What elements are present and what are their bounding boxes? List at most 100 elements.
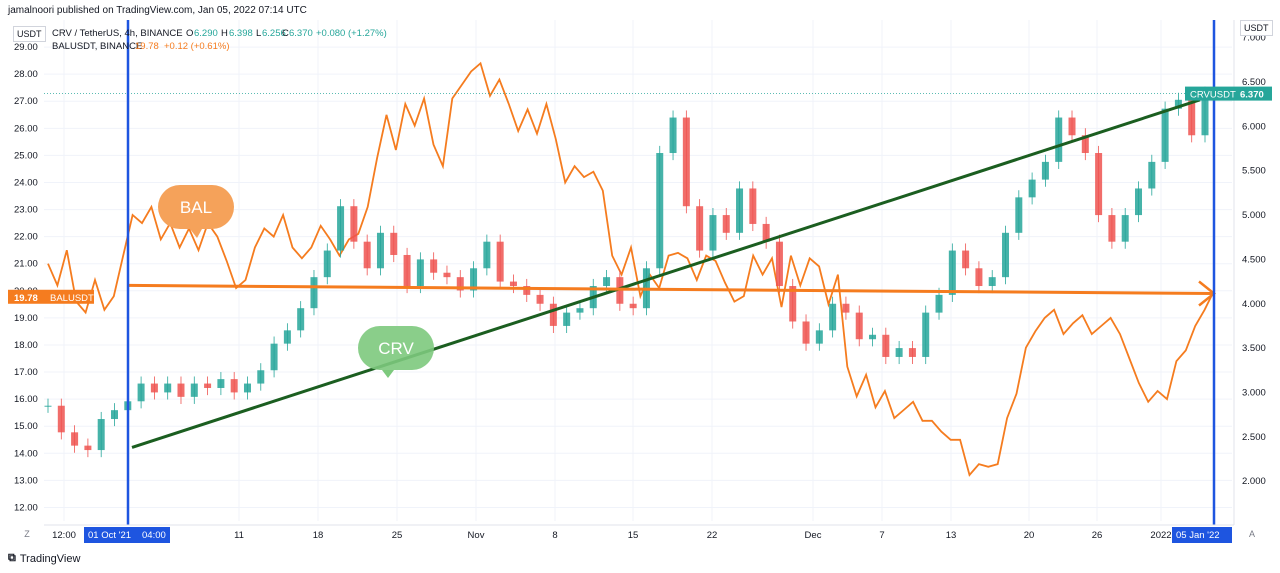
auto-scale-button[interactable]: A — [1248, 529, 1255, 539]
crv-candle-body — [815, 330, 823, 344]
bal-badge-name: BALUSDT — [50, 293, 94, 304]
crv-candle-body — [1188, 99, 1196, 136]
time-axis: 12:00 11 18 25 Nov 8 15 22 Dec 7 13 20 26 2022 — [44, 524, 1234, 541]
bal-bubble-tail — [190, 229, 202, 238]
crv-candle-body — [629, 303, 637, 309]
time-tick-label: 7 — [879, 530, 884, 541]
footer-brand-text: TradingView — [19, 552, 81, 565]
crv-candle-body — [869, 334, 877, 340]
left-tick-label: 14.00 — [14, 448, 38, 459]
time-tick-label: 22 — [707, 530, 718, 541]
crv-candle-body — [948, 250, 956, 295]
crv-candle-body — [337, 206, 345, 251]
left-tick-label: 12.00 — [14, 502, 38, 513]
crv-candle-body — [669, 117, 677, 154]
crv-legend-c-label: C — [282, 28, 289, 39]
crv-legend-h-label: H — [221, 28, 228, 39]
crv-candle-body — [204, 383, 212, 388]
crv-candle-body — [416, 259, 424, 287]
time-tick-label: 20 — [1024, 530, 1035, 541]
crv-candle-body — [775, 241, 783, 287]
crv-candle-body — [855, 312, 863, 340]
right-tick-label: 6.500 — [1242, 77, 1266, 88]
time-tick-label: 15 — [628, 530, 639, 541]
right-tick-label: 5.500 — [1242, 166, 1266, 177]
crv-legend-l: 6.256 — [262, 28, 286, 39]
time-tick-label: 26 — [1092, 530, 1103, 541]
crv-candle-body — [403, 254, 411, 287]
time-tick-label: 12:00 — [52, 530, 76, 541]
crv-candle-body — [1028, 179, 1036, 198]
crv-candle-body — [1135, 188, 1143, 216]
crv-candle-body — [882, 334, 890, 357]
right-tick-label: 4.000 — [1242, 299, 1266, 310]
crv-candle-body — [762, 223, 770, 242]
crv-candle-body — [430, 259, 438, 273]
crv-legend-l-label: L — [256, 28, 261, 39]
crv-candle-body — [71, 432, 79, 446]
bal-price-line — [47, 61, 1215, 477]
left-tick-label: 26.00 — [14, 123, 38, 134]
crv-candle-body — [908, 348, 916, 357]
crv-candle-body — [97, 419, 105, 451]
left-unit-label[interactable]: USDT — [13, 26, 46, 42]
time-tick-label: 18 — [313, 530, 324, 541]
crv-candle-body — [456, 277, 464, 291]
crv-candle-body — [536, 294, 544, 304]
crv-candle-body — [509, 281, 517, 287]
vline2-date-label: 05 Jan '22 — [1176, 530, 1220, 541]
time-tick-label: 2022 — [1150, 530, 1171, 541]
crv-candle-body — [962, 250, 970, 269]
crv-candle-body — [230, 379, 238, 393]
crv-candle-body — [682, 117, 690, 207]
bal-bubble — [158, 185, 234, 229]
crv-candle-body — [1002, 232, 1010, 278]
crv-candle-body — [549, 303, 557, 326]
crv-candle-body — [177, 383, 185, 397]
price-badges: 19.78 BALUSDT CRVUSDT 6.370 — [8, 86, 1272, 304]
left-price-axis: 12.00 13.00 14.00 15.00 16.00 17.00 18.00 19.00… — [14, 42, 38, 513]
crv-bubble — [358, 326, 434, 370]
left-tick-label: 15.00 — [14, 421, 38, 432]
crv-badge-price: 6.370 — [1240, 90, 1264, 101]
chart-grid — [44, 20, 1232, 521]
crv-candle-body — [1095, 153, 1103, 216]
crv-candle-body — [323, 250, 331, 278]
left-tick-label: 27.00 — [14, 96, 38, 107]
crv-legend-change: +0.080 (+1.27%) — [316, 28, 387, 39]
crv-candle-body — [257, 370, 265, 384]
crv-price-badge — [1185, 86, 1272, 101]
crv-candle-body — [483, 241, 491, 269]
right-tick-label: 5.000 — [1242, 210, 1266, 221]
vline1-date-box — [84, 527, 170, 543]
crv-candle-body — [376, 232, 384, 269]
crv-candle-body — [696, 206, 704, 251]
crv-candle-body — [789, 286, 797, 322]
crv-candle-body — [470, 268, 478, 291]
right-tick-label: 3.500 — [1242, 343, 1266, 354]
crv-legend-symbol: CRV / TetherUS, 4h, BINANCE — [52, 28, 183, 39]
crv-trendline — [131, 98, 1201, 449]
crv-candle-body — [603, 277, 611, 287]
bal-price-badge — [8, 289, 94, 304]
crv-candlesticks — [44, 86, 1232, 458]
crv-candle-body — [57, 405, 65, 433]
crv-legend-h: 6.398 — [229, 28, 253, 39]
crv-candle-body — [1055, 117, 1063, 162]
crv-candle-body — [310, 277, 318, 309]
bal-legend-change: +0.12 (+0.61%) — [164, 41, 230, 52]
zoom-toggle-button[interactable]: Z — [24, 529, 30, 539]
time-tick-label: 11 — [234, 530, 244, 541]
tradingview-footer[interactable]: ⧉ TradingView — [8, 552, 80, 565]
crv-legend-o-label: O — [186, 28, 193, 39]
crv-candle-body — [1201, 93, 1209, 136]
right-unit-label[interactable]: USDT — [1240, 20, 1273, 36]
left-tick-label: 29.00 — [14, 42, 38, 53]
left-tick-label: 19.00 — [14, 313, 38, 324]
crv-candle-body — [1148, 161, 1156, 189]
left-tick-label: 25.00 — [14, 150, 38, 161]
left-tick-label: 22.00 — [14, 232, 38, 243]
time-tick-label: 13 — [946, 530, 957, 541]
bal-badge-price: 19.78 — [14, 293, 38, 304]
